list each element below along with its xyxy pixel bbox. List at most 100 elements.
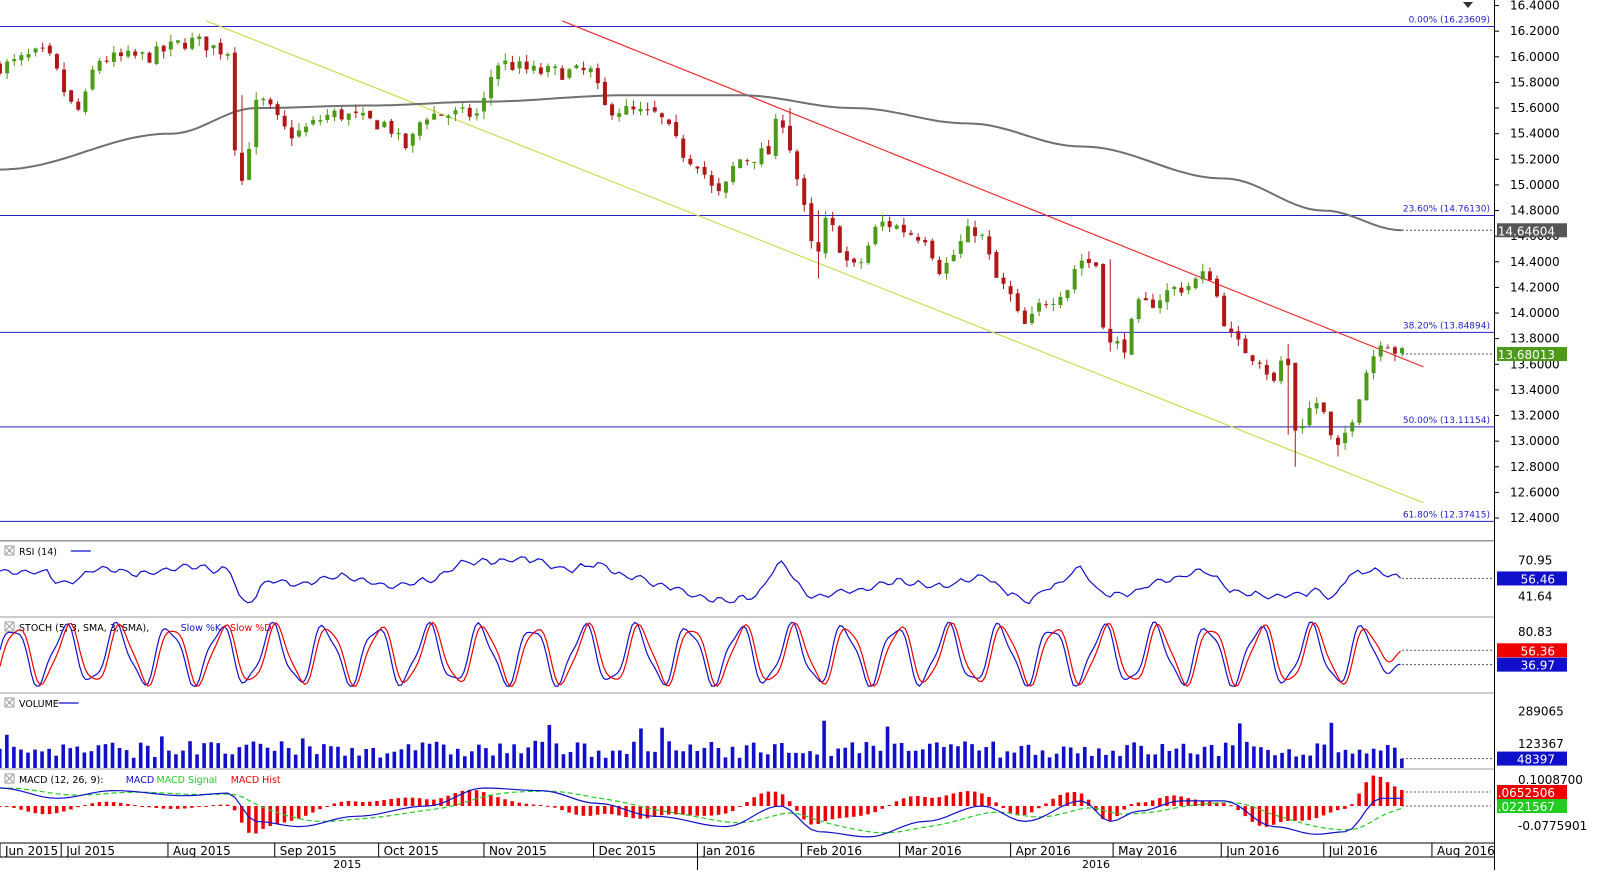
candle-body <box>1371 356 1376 374</box>
macd-hist-bar <box>382 799 386 806</box>
candle-body <box>1022 310 1027 324</box>
candle-body <box>588 68 593 73</box>
candle-body <box>1286 358 1291 366</box>
macd-hist-bar <box>1350 804 1354 806</box>
candle-body <box>40 47 45 49</box>
candle-body <box>289 127 294 139</box>
volume-bar <box>138 742 143 768</box>
volume-bar <box>730 746 735 768</box>
macd-hist-bar <box>1108 806 1112 821</box>
macd-hist-bar <box>175 806 180 809</box>
panel-last-value-box-bg <box>1497 799 1567 813</box>
candle-body <box>1150 299 1155 308</box>
panel-tick-label: 70.95 <box>1518 554 1552 568</box>
candle-body <box>467 107 472 117</box>
macd-hist-bar <box>76 806 80 808</box>
macd-hist-bar <box>353 801 358 806</box>
volume-bar <box>928 743 932 768</box>
macd-hist-bar <box>1392 786 1397 806</box>
macd-hist-bar <box>1015 806 1020 816</box>
volume-bar <box>378 757 383 768</box>
main-price-panel: 16.4000 16.2000 16.0000 15.8000 15.6000 15.40… <box>0 0 1567 525</box>
month-label: Nov 2015 <box>489 844 547 858</box>
panel-last-value-box-bg <box>1497 571 1567 586</box>
year-label: 2015 <box>333 858 361 871</box>
macd-hist-bar <box>339 801 344 806</box>
macd-hist-bar <box>481 792 486 806</box>
chart-frame <box>0 0 1495 870</box>
volume-bar <box>773 744 777 768</box>
volume-bar <box>1223 742 1228 768</box>
macd-hist-bar <box>133 805 137 807</box>
volume-bar <box>1104 754 1108 768</box>
macd-hist-bar <box>617 806 621 816</box>
macd-hist-bar <box>417 798 422 806</box>
candle-body <box>894 225 899 229</box>
volume-bar <box>1195 754 1200 768</box>
candle-body <box>268 99 273 105</box>
candle-body <box>816 242 821 252</box>
macd-hist-bar <box>731 806 735 812</box>
macd-hist-bar <box>965 791 970 806</box>
candle-body <box>780 120 785 128</box>
candle-body <box>1015 293 1020 311</box>
candle-body <box>474 113 479 116</box>
candle-body <box>318 120 323 122</box>
volume-bar <box>5 734 9 768</box>
volume-bar <box>906 750 911 768</box>
volume-bar <box>787 752 791 768</box>
macd-hist-bar <box>225 804 230 806</box>
candle-body <box>930 240 935 259</box>
volume-bar <box>1216 755 1221 768</box>
candle-body <box>1165 290 1170 303</box>
candle-body <box>54 54 59 69</box>
candle-body <box>183 42 188 49</box>
candle-body <box>1122 339 1127 353</box>
candle-body <box>1243 338 1248 354</box>
candle-body <box>496 65 501 80</box>
volume-bar <box>1118 755 1122 768</box>
candle-body <box>1257 362 1262 364</box>
volume-bar <box>336 746 340 768</box>
candle-body <box>232 52 237 151</box>
volume-bar <box>117 747 122 768</box>
price-tick-label: 13.2000 <box>1510 409 1560 423</box>
candle-body <box>1143 298 1148 301</box>
volume-bar <box>540 741 545 768</box>
volume-bar <box>1111 750 1115 768</box>
panel-legend-title: STOCH (5, 3, SMA, 3, SMA), <box>19 623 149 634</box>
macd-hist-bar <box>97 802 102 806</box>
volume-bar <box>258 743 263 768</box>
macd-hist-bar <box>852 806 856 817</box>
volume-bar <box>399 749 404 768</box>
volume-bar <box>695 750 700 768</box>
macd-hist-bar <box>1037 806 1041 809</box>
macd-hist-bar <box>211 805 216 807</box>
macd-hist-bar <box>681 806 685 815</box>
macd-hist-bar <box>1271 806 1276 825</box>
price-tick-label: 12.6000 <box>1510 485 1560 499</box>
macd-hist-bar <box>930 797 934 806</box>
volume-bar <box>681 751 686 768</box>
macd-hist-bar <box>666 806 671 815</box>
volume-bar <box>1047 757 1052 768</box>
candle-body <box>1279 360 1284 382</box>
volume-bar <box>568 752 573 768</box>
volume-bar <box>1230 745 1235 768</box>
macd-hist-bar <box>560 806 564 811</box>
macd-hist-bar <box>1300 806 1304 821</box>
macd-hist-bar <box>489 794 493 806</box>
candle-body <box>275 104 280 115</box>
macd-hist-bar <box>980 793 984 806</box>
candle-body <box>652 107 657 112</box>
candle-body <box>1271 372 1276 381</box>
panel-tick-label: 80.83 <box>1518 625 1552 639</box>
macd-hist-bar <box>311 806 315 813</box>
stoch-panel: STOCH (5, 3, SMA, 3, SMA), Slow %K Slow %D… <box>0 616 1567 687</box>
macd-hist-bar <box>624 806 628 818</box>
macd-hist-bar <box>247 806 251 833</box>
volume-bar <box>1139 745 1143 768</box>
macd-hist-bar <box>1364 782 1368 806</box>
candle-body <box>1321 402 1326 412</box>
